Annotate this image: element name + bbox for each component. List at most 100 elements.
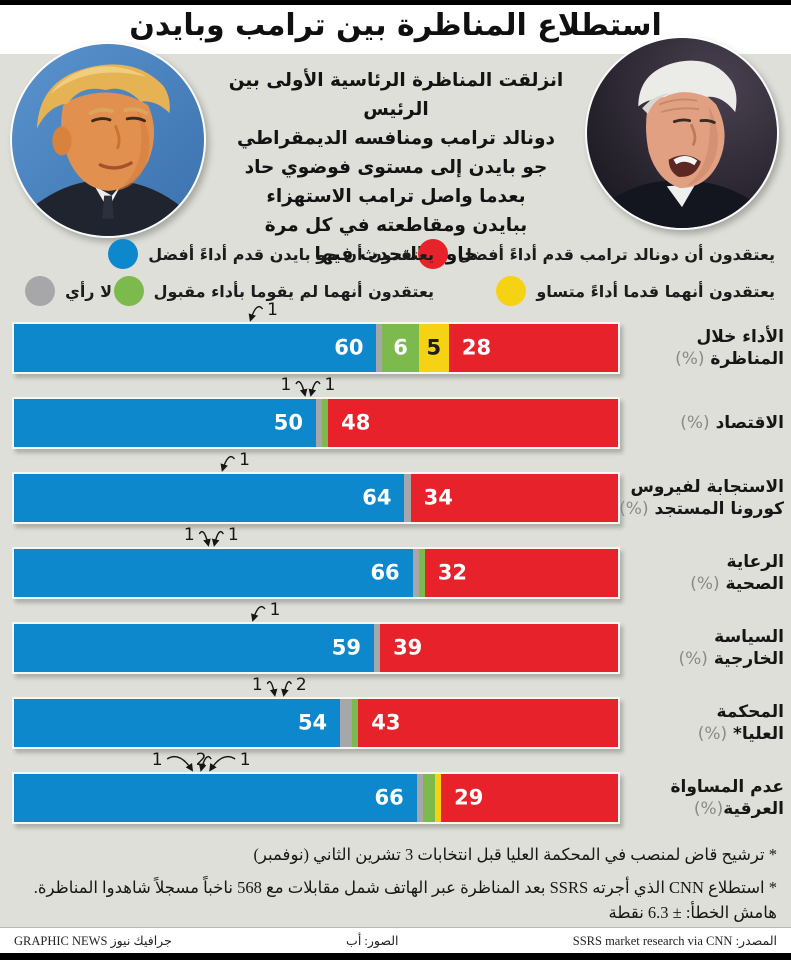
chart-row-4: 1 39 59 السياسة الخارجية (%) (12, 599, 784, 674)
callout-arrow-icon (198, 530, 211, 547)
bar-segment-trump_better: 29 (441, 774, 618, 822)
category-label-line: الاستجابة لفيروس (630, 477, 784, 497)
stacked-bar: 39 59 (12, 622, 620, 674)
category-label: عدم المساواة العرقية(%) (630, 772, 784, 824)
chart-row-6: 1 2 1 29 66 عدم المساواة العرقية(%) (12, 749, 784, 824)
bar-segment-biden_better: 66 (14, 549, 413, 597)
segment-value: 39 (393, 635, 423, 660)
bar-segment-biden_better: 60 (14, 324, 377, 372)
callout-value: 1 (325, 375, 336, 395)
callout-arrows-row-4: 1 (251, 600, 280, 622)
bar-segment-no_opinion (373, 624, 381, 672)
segment-value: 66 (374, 785, 404, 810)
bar-segment-neither_acceptable: 6 (382, 324, 419, 372)
bar-segment-no_opinion (416, 774, 423, 822)
category-label: السياسة الخارجية (%) (630, 622, 784, 674)
legend-label-no-opinion: لا رأي (65, 281, 112, 301)
percent-unit: (%) (675, 349, 705, 369)
biden-photo (585, 36, 779, 230)
trump-photo (10, 42, 206, 238)
bar-segment-neither_acceptable (418, 549, 425, 597)
bar-segment-no_opinion (340, 699, 353, 747)
segment-value: 50 (273, 410, 304, 435)
callout-arrow-icon (295, 380, 308, 397)
category-label-line: كورونا المستجد (%) (619, 499, 784, 519)
stacked-bar: 29 66 (12, 772, 620, 824)
segment-value: 6 (393, 335, 408, 360)
footnote-supreme-court: * ترشيح قاض لمنصب في المحكمة العليا قبل … (253, 845, 777, 864)
bar-segment-neither_acceptable (352, 699, 359, 747)
callout-arrow-icon (251, 605, 266, 622)
callout-arrow-icon (266, 680, 278, 697)
footer: المصدر: SSRS market research via CNN الص… (0, 927, 791, 953)
bar-segment-trump_better: 48 (328, 399, 618, 447)
segment-value: 29 (454, 785, 484, 810)
legend-label-neither: يعتقدون أنهما لم يقوما بأداء مقبول (153, 281, 434, 301)
callout-value: 1 (239, 450, 250, 470)
legend-item-neither: يعتقدون أنهما لم يقوما بأداء مقبول (113, 276, 434, 306)
callout-value: 1 (267, 300, 278, 320)
percent-unit: (%) (678, 649, 708, 669)
bar-segment-neither_acceptable (322, 399, 329, 447)
segment-value: 48 (341, 410, 371, 435)
photos-credit: الصور: أب (346, 933, 399, 948)
category-label: الاستجابة لفيروس كورونا المستجد (%) (619, 472, 784, 524)
category-label-line: السياسة (714, 627, 784, 647)
percent-unit: (%) (690, 574, 720, 594)
legend-swatch-trump-icon (417, 239, 448, 269)
legend-item-trump: يعتقدون أن دونالد ترامب قدم أداءً أفضل (417, 239, 775, 269)
callout-arrows-row-6: 1 2 1 (152, 750, 251, 772)
bar-segment-no_opinion (412, 549, 419, 597)
category-label-line: عدم المساواة (670, 777, 784, 797)
bar-segment-trump_better: 39 (380, 624, 618, 672)
chart-row-2: 1 34 64 الاستجابة لفيروس كورونا المستجد (%) (12, 449, 784, 524)
intro-paragraph: انزلقت المناظرة الرئاسية الأولى بين الرئ… (228, 70, 564, 265)
bar-segment-neither_acceptable (422, 774, 435, 822)
poll-bar-chart: 1 28 5 6 60 الأداء خلال المناظرة (%) 1 1 48 50 الاق… (12, 299, 784, 824)
legend-label-trump: يعتقدون أن دونالد ترامب قدم أداءً أفضل (457, 244, 775, 264)
callout-arrow-icon (308, 380, 321, 397)
legend-swatch-no-opinion-icon (25, 276, 56, 306)
callout-value: 1 (184, 525, 195, 545)
category-label-line: الصحية (%) (690, 574, 784, 594)
bottom-rule (0, 953, 791, 960)
legend-item-biden: يعتقدون أن جو بايدن قدم أداءً أفضل (108, 239, 434, 269)
category-label-line: العرقية(%) (693, 799, 784, 819)
bar-segment-biden_better: 66 (14, 774, 417, 822)
category-label-line: العليا* (%) (697, 724, 784, 744)
callout-value: 1 (240, 750, 251, 770)
footnote-methodology: * استطلاع CNN الذي أجرته SSRS بعد المناظ… (33, 878, 777, 922)
legend-swatch-biden-icon (108, 239, 139, 269)
page-title: استطلاع المناظرة بين ترامب وبايدن (129, 8, 662, 43)
legend-item-no-opinion: لا رأي (25, 276, 112, 306)
category-label-line: الاقتصاد (%) (680, 413, 784, 433)
callout-value: 2 (296, 675, 307, 695)
category-label: الأداء خلال المناظرة (%) (630, 322, 784, 374)
callout-arrow-icon (198, 755, 212, 772)
stacked-bar: 48 50 (12, 397, 620, 449)
percent-unit: (%) (697, 724, 728, 744)
legend: يعتقدون أن دونالد ترامب قدم أداءً أفضل يع… (0, 238, 791, 316)
callout-arrow-icon (211, 530, 224, 547)
callout-arrow-icon (220, 455, 236, 472)
category-label-line: الأداء خلال (696, 327, 784, 347)
bar-segment-trump_better: 34 (410, 474, 618, 522)
segment-value: 66 (370, 560, 400, 585)
stacked-bar: 28 5 6 60 (12, 322, 620, 374)
segment-value: 32 (437, 560, 467, 585)
bar-segment-trump_better: 32 (424, 549, 618, 597)
bar-segment-no_opinion (316, 399, 323, 447)
segment-value: 5 (426, 335, 442, 360)
footnotes: * ترشيح قاض لمنصب في المحكمة العليا قبل … (14, 842, 777, 933)
brand-credit: جرافيك نيوز GRAPHIC NEWS (14, 933, 172, 948)
percent-unit: (%) (680, 413, 710, 433)
category-label-line: الرعاية (726, 552, 784, 572)
callout-arrows-row-0: 1 (248, 300, 278, 322)
callout-value: 1 (152, 750, 163, 770)
bar-segment-biden_better: 50 (14, 399, 317, 447)
callout-arrow-icon (281, 680, 292, 697)
segment-value: 60 (334, 335, 364, 360)
